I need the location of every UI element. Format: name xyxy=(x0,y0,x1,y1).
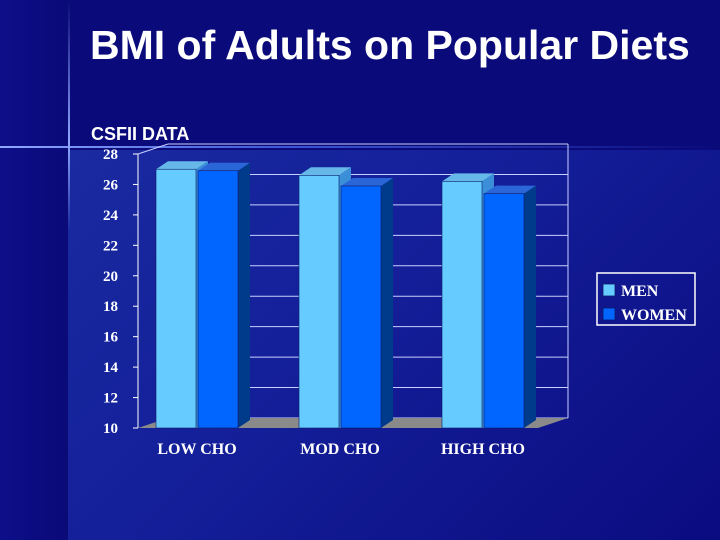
bar-top-women-high-cho xyxy=(484,185,536,194)
x-category-label-1: MOD CHO xyxy=(300,441,380,458)
bar-top-men-mod-cho xyxy=(299,167,351,176)
bar-women-high-cho xyxy=(483,193,525,429)
bar-men-mod-cho xyxy=(298,175,340,429)
bar-side-women-mod-cho xyxy=(381,177,393,428)
slide-subtitle: CSFII DATA xyxy=(91,124,190,144)
bar-top-women-low-cho xyxy=(198,162,250,171)
y-tick-label-24: 24 xyxy=(103,208,119,224)
y-tick-label-22: 22 xyxy=(103,238,118,254)
x-category-label-0: LOW CHO xyxy=(157,441,236,458)
bar-top-men-low-cho xyxy=(156,161,208,170)
y-tick-label-18: 18 xyxy=(103,299,118,315)
y-tick-label-12: 12 xyxy=(103,391,118,407)
legend-swatch-women xyxy=(602,307,616,321)
side-wall-top-edge xyxy=(137,143,169,155)
bar-top-men-high-cho xyxy=(442,173,494,182)
bar-women-low-cho xyxy=(197,170,239,429)
legend-swatch-men xyxy=(602,283,616,297)
x-category-label-2: HIGH CHO xyxy=(441,441,525,458)
legend-label-women: WOMEN xyxy=(621,307,687,324)
y-tick-label-20: 20 xyxy=(103,269,118,285)
background-left-panel xyxy=(0,0,68,540)
bar-men-high-cho xyxy=(441,181,483,429)
slide-title: BMI of Adults on Popular Diets xyxy=(90,22,690,68)
bar-side-women-low-cho xyxy=(238,162,250,428)
decorative-horizontal-line xyxy=(0,146,720,148)
y-tick-label-28: 28 xyxy=(103,147,118,163)
bar-women-mod-cho xyxy=(340,185,382,429)
decorative-vertical-line xyxy=(68,0,70,230)
legend-box xyxy=(596,272,696,326)
legend-label-men: MEN xyxy=(621,283,659,300)
y-tick-label-14: 14 xyxy=(103,360,119,376)
bar-men-low-cho xyxy=(155,168,197,429)
bar-side-women-high-cho xyxy=(524,185,536,428)
y-tick-label-26: 26 xyxy=(103,177,119,193)
y-tick-label-10: 10 xyxy=(103,421,118,437)
y-tick-label-16: 16 xyxy=(103,330,119,346)
bar-top-women-mod-cho xyxy=(341,177,393,186)
